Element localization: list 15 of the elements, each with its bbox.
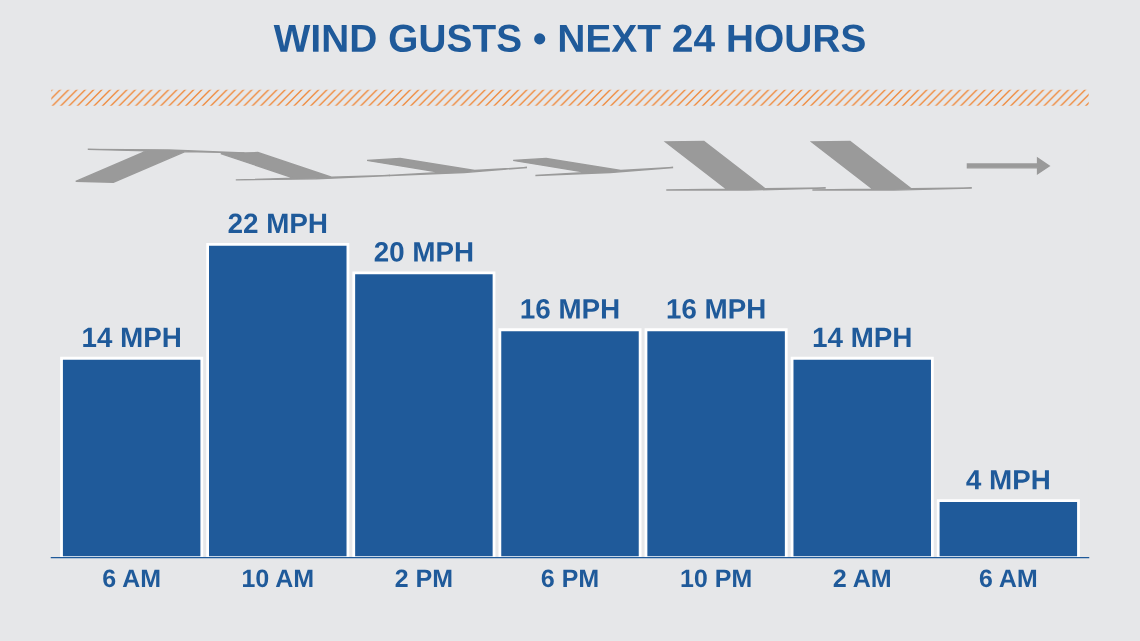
x-tick-label: 6 PM — [541, 569, 598, 588]
data-label: 14 MPH — [813, 327, 911, 347]
data-label: 16 MPH — [521, 299, 619, 319]
data-label: 4 MPH — [966, 470, 1049, 490]
x-tick-label: 2 AM — [833, 569, 890, 587]
chart-title: WIND GUSTS • NEXT 24 HOURS — [273, 24, 865, 53]
data-label: 16 MPH — [667, 299, 765, 319]
data-label: 22 MPH — [228, 213, 327, 233]
x-tick-label: 6 AM — [103, 569, 160, 588]
x-tick-label: 2 PM — [395, 569, 452, 587]
x-tick-label: 10 PM — [681, 569, 751, 588]
x-tick-label: 6 AM — [979, 569, 1037, 588]
data-label: 20 MPH — [374, 242, 473, 262]
x-tick-label: 10 AM — [243, 569, 313, 588]
data-label: 14 MPH — [83, 327, 180, 347]
